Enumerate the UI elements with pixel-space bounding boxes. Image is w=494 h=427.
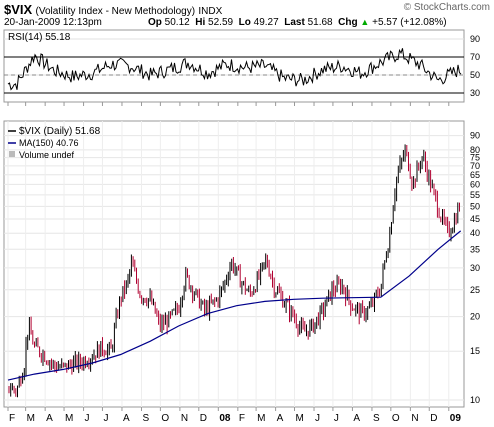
ma-line	[7, 230, 462, 381]
rsi-y-tick-label: 50	[470, 70, 480, 80]
rsi-y-axis: 90 70 50 30	[470, 34, 480, 98]
price-y-tick-label: 90	[470, 131, 480, 141]
x-tick-label: A	[277, 413, 284, 424]
price-y-tick-label: 50	[470, 201, 480, 211]
price-y-tick-label: 60	[470, 179, 480, 189]
hi-label: Hi	[195, 17, 206, 28]
up-arrow-icon: ▲	[360, 17, 370, 27]
hi-value: 52.59	[208, 17, 234, 28]
chg-value: +5.57 (+12.08%)	[372, 17, 447, 28]
last-value: 51.68	[307, 17, 333, 28]
price-y-tick-label: 25	[470, 285, 480, 295]
price-y-tick-label: 35	[470, 244, 480, 254]
rsi-reference-lines	[4, 56, 464, 94]
op-label: Op	[148, 17, 162, 28]
lo-value: 49.27	[253, 17, 279, 28]
symbol: $VIX	[4, 2, 33, 17]
price-bars	[8, 144, 460, 398]
price-y-tick-label: 65	[470, 170, 480, 180]
symbol-name: (Volatility Index - New Methodology)	[35, 6, 196, 17]
price-y-tick-label: 45	[470, 214, 480, 224]
price-grid	[4, 121, 464, 407]
x-tick-label: A	[46, 413, 53, 424]
x-tick-label: J	[334, 413, 339, 424]
price-y-tick-label: 55	[470, 190, 480, 200]
exchange: INDX	[198, 6, 223, 17]
x-tick-label: D	[200, 413, 207, 424]
price-y-tick-label: 70	[470, 161, 480, 171]
x-tick-label: D	[430, 413, 437, 424]
price-y-tick-label: 40	[470, 228, 480, 238]
price-y-tick-label: 80	[470, 145, 480, 155]
rsi-legend: RSI(14) 55.18	[8, 32, 71, 43]
x-tick-label: M	[65, 413, 73, 424]
x-tick-label: N	[181, 413, 188, 424]
volume-legend-label: Volume undef	[19, 150, 75, 160]
x-tick-label: J	[315, 413, 320, 424]
x-tick-label: A	[123, 413, 130, 424]
x-tick-label: S	[142, 413, 149, 424]
price-y-tick-label: 75	[470, 153, 480, 163]
quote-values: Op 50.12 Hi 52.59 Lo 49.27 Last 51.68 Ch…	[148, 17, 447, 28]
x-axis: F M A M J J A S O N D 08 F M A M J J A S O N D 09	[7, 102, 462, 424]
x-tick-label: 08	[219, 413, 231, 424]
price-legend: $VIX (Daily) 51.68 MA(150) 40.76 Volume …	[8, 126, 101, 160]
rsi-panel	[3, 29, 465, 103]
price-y-tick-label: 10	[470, 395, 480, 405]
x-tick-label: M	[27, 413, 35, 424]
volume-legend-swatch	[9, 151, 15, 157]
price-y-tick-label: 20	[470, 312, 480, 322]
x-tick-label: A	[353, 413, 360, 424]
chart-title: $VIX (Volatility Index - New Methodology…	[4, 2, 222, 17]
watermark: © StockCharts.com	[403, 2, 490, 13]
rsi-y-tick-label: 70	[470, 52, 480, 62]
last-label: Last	[284, 17, 305, 28]
ma-legend-label: MA(150) 40.76	[19, 138, 79, 148]
op-value: 50.12	[164, 17, 190, 28]
x-tick-label: M	[296, 413, 304, 424]
price-y-tick-label: 30	[470, 263, 480, 273]
chg-label: Chg	[338, 17, 358, 28]
price-legend-label: $VIX (Daily) 51.68	[19, 126, 101, 137]
x-tick-label: M	[257, 413, 265, 424]
x-tick-label: J	[85, 413, 90, 424]
x-tick-label: 09	[450, 413, 462, 424]
rsi-line	[7, 48, 462, 91]
x-tick-label: F	[239, 413, 245, 424]
rsi-y-tick-label: 30	[470, 88, 480, 98]
x-tick-label: O	[161, 413, 169, 424]
rsi-y-tick-label: 90	[470, 34, 480, 44]
lo-label: Lo	[238, 17, 251, 28]
x-tick-label: F	[9, 413, 15, 424]
price-y-tick-label: 15	[470, 346, 480, 356]
x-tick-label: S	[373, 413, 380, 424]
quote-date: 20-Jan-2009 12:13pm	[4, 17, 102, 28]
x-tick-label: J	[103, 413, 108, 424]
x-tick-label: O	[392, 413, 400, 424]
x-tick-label: N	[411, 413, 418, 424]
price-panel	[3, 120, 465, 408]
